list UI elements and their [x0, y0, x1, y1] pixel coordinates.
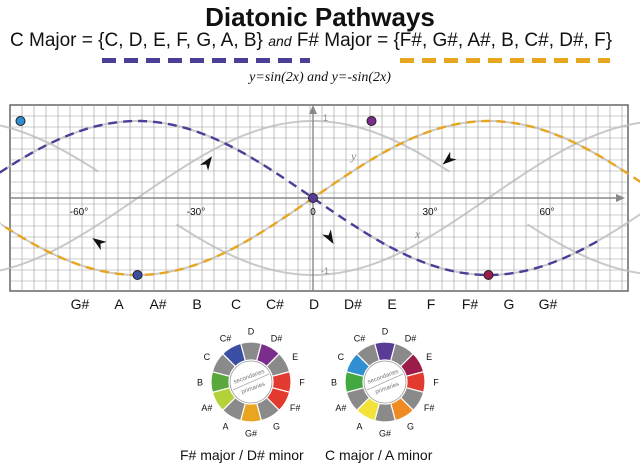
equation-and: and: [307, 70, 329, 85]
wheel-note-label: B: [331, 378, 337, 388]
wheel-note-label: A#: [335, 403, 346, 413]
note-label: G#: [538, 296, 558, 312]
note-label: D#: [344, 296, 362, 312]
wheel-note-label: F: [433, 378, 439, 388]
note-label: C#: [266, 296, 284, 312]
wheel-note-label: C#: [220, 333, 232, 343]
y-bottom-label: -1: [321, 266, 329, 276]
note-label: G: [503, 296, 515, 312]
wheel-note-label: A: [222, 422, 228, 432]
note-label: C: [230, 296, 242, 312]
wheel-note-label: A: [356, 422, 362, 432]
wheel-note-label: D: [382, 327, 389, 337]
note-dot: [308, 193, 318, 203]
wheel-note-label: C: [204, 352, 211, 362]
degree-label: 60°: [539, 207, 554, 218]
note-dot: [483, 270, 494, 280]
x-axis-arrow: [616, 194, 625, 202]
note-label: A#: [149, 296, 167, 312]
fs-major-legend-dash: [400, 58, 610, 63]
note-dot: [366, 116, 377, 126]
wheel-note-label: A#: [201, 403, 212, 413]
equation-left: y=sin(2x): [249, 70, 304, 85]
degree-label: 0: [310, 207, 316, 218]
note-label: B: [192, 296, 202, 312]
y-axis-arrow: [309, 105, 317, 114]
page-title: Diatonic Pathways: [205, 2, 435, 32]
direction-arrow-1: [92, 237, 107, 251]
background-arch: [526, 223, 640, 275]
wheel-note-label: F#: [424, 403, 435, 413]
equation-right: y=-sin(2x): [331, 70, 391, 85]
and-word: and: [268, 33, 292, 49]
degree-label: -30°: [187, 207, 205, 218]
wheel-c-caption: C major / A minor: [325, 447, 433, 463]
c-major-path: [0, 119, 603, 277]
note-label: A: [114, 296, 124, 312]
note-label: F: [426, 296, 436, 312]
note-label: F#: [461, 296, 479, 312]
wheel-note-label: D#: [405, 333, 417, 343]
scales-line: C Major = {C, D, E, F, G, A, B} and F# M…: [10, 30, 630, 52]
direction-arrow-4: [442, 151, 457, 165]
wheel-note-label: B: [197, 378, 203, 388]
wheel-note-label: C#: [354, 333, 366, 343]
wheel-note-label: G#: [379, 429, 391, 439]
note-label: D: [308, 296, 320, 312]
wheel-note-label: F#: [290, 403, 301, 413]
note-label: E: [387, 296, 397, 312]
background-arch: [351, 213, 640, 276]
wheel-note-label: D: [248, 327, 255, 337]
wheel-note-label: E: [292, 352, 298, 362]
wheel-center-divider: [232, 373, 270, 391]
note-dot: [132, 270, 143, 280]
y-top-label: 1: [323, 113, 328, 123]
wheel-note-label: C: [338, 352, 345, 362]
wheel-segment: [355, 342, 381, 368]
wheel-center-divider: [366, 373, 404, 391]
wheel-segment: [221, 342, 247, 368]
y-axis-label: y: [350, 149, 357, 163]
note-dot: [15, 116, 26, 126]
c-major-legend-dash: [102, 58, 310, 63]
wheel-note-label: G: [407, 422, 414, 432]
wheel-fs-caption: F# major / D# minor: [180, 447, 304, 463]
wheel-note-label: F: [299, 378, 305, 388]
wheel-note-label: E: [426, 352, 432, 362]
degree-label: 30°: [422, 207, 437, 218]
wheel-note-label: G: [273, 422, 280, 432]
x-axis-label: x: [414, 227, 421, 241]
wheel-note-label: D#: [271, 333, 283, 343]
wheel-note-label: G#: [245, 429, 257, 439]
direction-arrow-2: [199, 156, 213, 171]
c-major-set: C Major = {C, D, E, F, G, A, B}: [10, 30, 263, 51]
degree-label: -60°: [70, 207, 88, 218]
note-label: G#: [70, 296, 90, 312]
equation-line: y=sin(2x) and y=-sin(2x): [0, 70, 640, 86]
fs-major-set: F# Major = {F#, G#, A#, B, C#, D#, F}: [296, 30, 613, 51]
note-labels: G# A A# B C C# D D# E F F# G G#: [0, 296, 640, 318]
sine-plot: 1-1yx-210°-180°-150°-120°-90°-60°-30°030…: [0, 104, 640, 292]
direction-arrow-3: [322, 229, 334, 245]
